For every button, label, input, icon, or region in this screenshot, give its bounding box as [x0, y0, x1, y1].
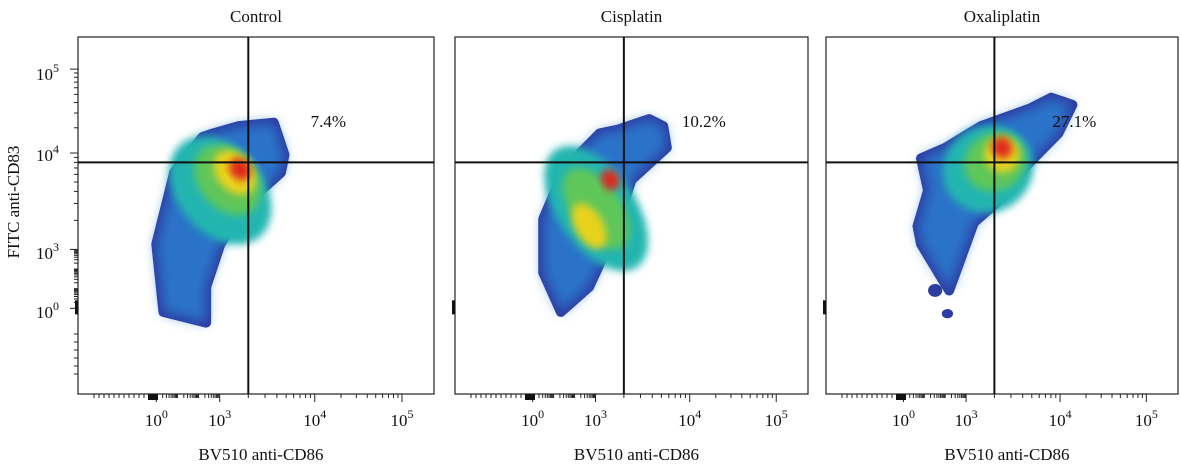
- x-minor-ticks: [470, 394, 777, 402]
- y-tick-label-1e3: 103: [36, 240, 59, 263]
- x-tick-labels: 100 103 104 105: [145, 407, 414, 430]
- y-tick-label-1e0: 100: [36, 299, 59, 322]
- density-plot: [538, 114, 672, 317]
- density-core-4: [229, 158, 251, 181]
- density-core-2: [562, 167, 630, 249]
- panel-title: Control: [230, 7, 282, 26]
- y-tick-label-1e4: 104: [36, 142, 59, 165]
- plot-frame: [77, 36, 435, 395]
- panel-title: Cisplatin: [601, 7, 663, 26]
- x-tick-label-1e4: 104: [303, 407, 326, 430]
- x-tick-label-1e3: 103: [584, 407, 607, 430]
- x-tick-labels: 100 103 104 105: [521, 407, 788, 430]
- x-tick-label-1e3: 103: [955, 407, 978, 430]
- density-core-4: [600, 169, 620, 191]
- x-minor-ticks: [93, 394, 403, 402]
- x-tick-label-1e0: 100: [521, 407, 544, 430]
- x-tick-cluster: [148, 394, 158, 400]
- quadrant-percent-label: 27.1%: [1052, 112, 1096, 131]
- density-core-3: [571, 203, 607, 249]
- y-tick-cluster: [452, 300, 455, 315]
- x-axis-label: BV510 anti-CD86: [198, 445, 323, 464]
- x-tick-label-1e3: 103: [208, 407, 231, 430]
- x-axis-label: BV510 anti-CD86: [574, 445, 699, 464]
- y-tick-cluster: [75, 300, 78, 315]
- x-tick-cluster: [525, 394, 535, 400]
- panel-2: Cisplatin 10.2% 100 103 104 105 BV510 anti-CD8…: [452, 7, 809, 464]
- y-ticks: [70, 68, 78, 375]
- y-tick-cluster: [823, 300, 826, 315]
- y-ticks: [452, 300, 455, 315]
- panel-3: Oxaliplatin 27.1% 100 103 104 105 BV510 anti-C…: [823, 7, 1179, 464]
- density-plot: [151, 117, 290, 328]
- plot-frame: [454, 36, 809, 395]
- y-axis-label: FITC anti-CD83: [4, 146, 23, 259]
- outlier-cluster: [941, 309, 954, 319]
- y-tick-label-1e5: 105: [36, 61, 59, 84]
- y-ticks: [823, 300, 826, 315]
- quadrant-percent-label: 10.2%: [682, 112, 726, 131]
- plot-frame: [825, 36, 1179, 395]
- x-tick-label-1e5: 105: [765, 407, 788, 430]
- x-tick-cluster: [896, 394, 906, 400]
- panel-title: Oxaliplatin: [964, 7, 1041, 26]
- x-tick-label-1e5: 105: [1135, 407, 1158, 430]
- x-tick-label-1e4: 104: [1049, 407, 1072, 430]
- quadrant-percent-label: 7.4%: [311, 112, 346, 131]
- x-axis-label: BV510 anti-CD86: [944, 445, 1069, 464]
- outlier-cluster: [928, 284, 943, 297]
- x-tick-label-1e0: 100: [892, 407, 915, 430]
- x-tick-label-1e5: 105: [390, 407, 413, 430]
- y-tick-labels: 105 104 103 100: [36, 61, 59, 322]
- x-tick-label-1e4: 104: [678, 407, 701, 430]
- density-core-4: [991, 137, 1013, 159]
- x-tick-labels: 100 103 104 105: [892, 407, 1158, 430]
- x-tick-label-1e0: 100: [145, 407, 168, 430]
- x-minor-ticks: [841, 394, 1147, 402]
- panel-1: Control 7.4% 100 103 104 105 BV510 anti-CD86: [70, 7, 435, 464]
